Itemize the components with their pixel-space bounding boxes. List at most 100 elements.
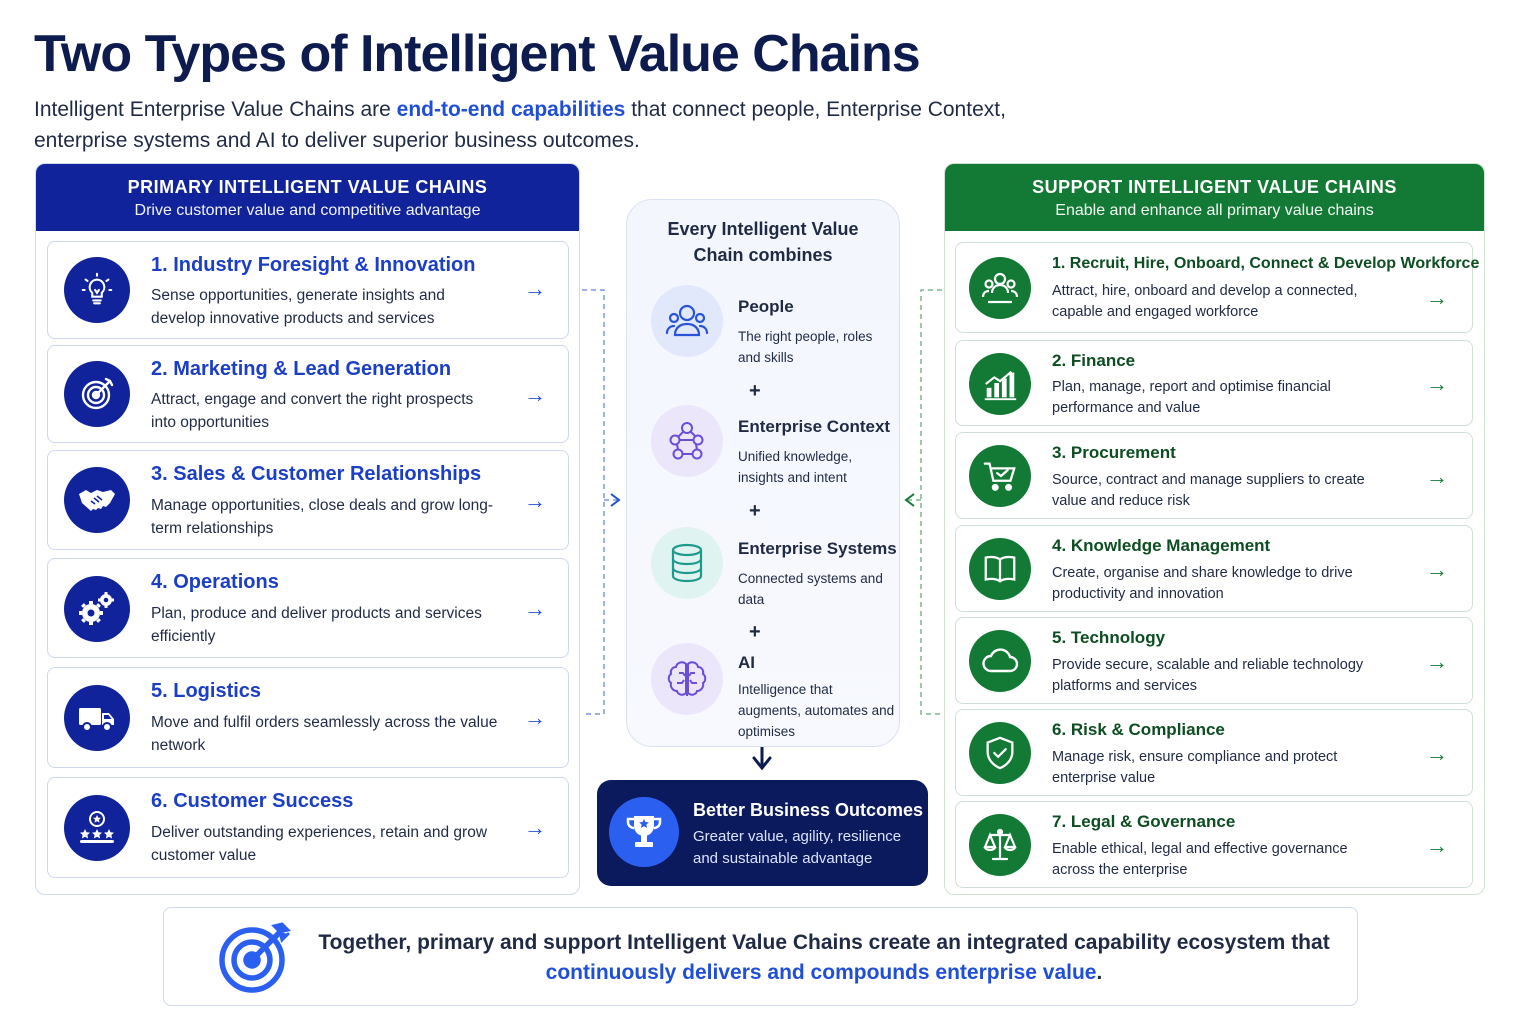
- bar-chart-icon: [969, 353, 1031, 415]
- book-icon: [969, 538, 1031, 600]
- summary-text-end: .: [1096, 961, 1103, 984]
- card-title: 2. Finance: [1052, 351, 1136, 370]
- support-card-workforce[interactable]: 1. Recruit, Hire, Onboard, Connect & Dev…: [955, 242, 1479, 333]
- support-heading: SUPPORT INTELLIGENT VALUE CHAINS: [1032, 177, 1397, 197]
- people-group-icon: [969, 257, 1031, 319]
- support-value-chains-panel: SUPPORT INTELLIGENT VALUE CHAINS Enable …: [944, 163, 1485, 895]
- people-icon: [651, 285, 723, 357]
- support-card-finance[interactable]: 2. Finance Plan, manage, report and opti…: [955, 340, 1473, 426]
- component-description: The right people, roles and skills: [738, 329, 873, 365]
- card-description: Deliver outstanding experiences, retain …: [151, 824, 488, 864]
- card-title: 5. Logistics: [151, 680, 262, 702]
- primary-card-logistics[interactable]: 5. Logistics Move and fulfil orders seam…: [47, 667, 569, 768]
- better-business-outcomes-box: Better Business Outcomes Greater value, …: [597, 780, 928, 886]
- card-title: 1. Industry Foresight & Innovation: [151, 254, 476, 276]
- trophy-icon: [609, 797, 679, 867]
- page-subtitle: Intelligent Enterprise Value Chains are …: [34, 94, 1074, 156]
- page-title: Two Types of Intelligent Value Chains: [34, 25, 921, 83]
- card-description: Create, organise and share knowledge to …: [1052, 565, 1353, 602]
- arrow-right-icon[interactable]: →: [1426, 557, 1448, 582]
- scales-icon: [969, 814, 1031, 876]
- handshake-icon: [64, 467, 130, 533]
- target-icon: [216, 920, 292, 1001]
- primary-card-industry-foresight[interactable]: 1. Industry Foresight & Innovation Sense…: [47, 241, 569, 339]
- support-subheading: Enable and enhance all primary value cha…: [1055, 202, 1374, 219]
- primary-card-marketing[interactable]: 2. Marketing & Lead Generation Attract, …: [47, 345, 569, 443]
- outcome-title: Better Business Outcomes: [693, 800, 924, 820]
- arrow-right-icon[interactable]: →: [1426, 649, 1448, 674]
- arrow-right-icon[interactable]: →: [1426, 741, 1448, 766]
- plus-sign: +: [749, 621, 761, 643]
- lightbulb-icon: [64, 257, 130, 323]
- card-description: Attract, engage and convert the right pr…: [151, 391, 474, 431]
- subtitle-text: Intelligent Enterprise Value Chains are: [34, 98, 397, 121]
- card-title: 3. Sales & Customer Relationships: [151, 463, 482, 485]
- arrow-right-icon[interactable]: →: [524, 276, 546, 301]
- components-title: Every Intelligent Value Chain combines: [627, 216, 899, 268]
- primary-card-operations[interactable]: 4. Operations Plan, produce and deliver …: [47, 558, 569, 658]
- support-card-technology[interactable]: 5. Technology Provide secure, scalable a…: [955, 617, 1473, 704]
- arrow-right-icon[interactable]: →: [524, 382, 546, 407]
- outcome-description: Greater value, agility, resilience and s…: [693, 828, 902, 867]
- component-description: Connected systems and data: [738, 571, 883, 607]
- stars-icon: [64, 795, 130, 861]
- arrow-right-icon[interactable]: →: [1426, 833, 1448, 858]
- database-icon: [651, 527, 723, 599]
- target-icon: [64, 361, 130, 427]
- arrow-right-icon[interactable]: →: [1426, 285, 1448, 310]
- arrow-right-icon[interactable]: →: [524, 596, 546, 621]
- card-title: 3. Procurement: [1052, 443, 1176, 462]
- arrow-right-icon[interactable]: →: [524, 705, 546, 730]
- arrow-right-icon[interactable]: →: [524, 815, 546, 840]
- card-title: 6. Customer Success: [151, 790, 354, 812]
- primary-subheading: Drive customer value and competitive adv…: [134, 202, 481, 219]
- card-description: Manage opportunities, close deals and gr…: [151, 497, 494, 537]
- component-description: Intelligence that augments, automates an…: [738, 682, 895, 739]
- plus-sign: +: [749, 380, 761, 402]
- subtitle-highlight: end-to-end capabilities: [396, 98, 626, 121]
- component-title: Enterprise Systems: [738, 539, 897, 558]
- support-card-procurement[interactable]: 3. Procurement Source, contract and mana…: [955, 432, 1473, 519]
- arrow-right-icon[interactable]: →: [1426, 464, 1448, 489]
- card-description: Plan, produce and deliver products and s…: [151, 605, 482, 645]
- network-icon: [651, 405, 723, 477]
- support-card-risk[interactable]: 6. Risk & Compliance Manage risk, ensure…: [955, 709, 1473, 796]
- component-title: People: [738, 297, 794, 316]
- value-chain-components-box: Every Intelligent Value Chain combines P…: [626, 199, 900, 747]
- ecosystem-summary-box: Together, primary and support Intelligen…: [163, 907, 1358, 1006]
- card-title: 1. Recruit, Hire, Onboard, Connect & Dev…: [1052, 255, 1480, 272]
- card-description: Manage risk, ensure compliance and prote…: [1052, 749, 1338, 786]
- card-description: Plan, manage, report and optimise financ…: [1052, 379, 1331, 416]
- card-title: 2. Marketing & Lead Generation: [151, 358, 452, 380]
- plus-sign: +: [749, 500, 761, 522]
- primary-value-chains-panel: PRIMARY INTELLIGENT VALUE CHAINS Drive c…: [35, 163, 580, 895]
- card-title: 6. Risk & Compliance: [1052, 720, 1225, 739]
- brain-icon: [651, 643, 723, 715]
- card-description: Move and fulfil orders seamlessly across…: [151, 714, 498, 754]
- summary-text: Together, primary and support Intelligen…: [314, 928, 1334, 988]
- component-description: Unified knowledge, insights and intent: [738, 449, 853, 485]
- support-card-knowledge[interactable]: 4. Knowledge Management Create, organise…: [955, 525, 1473, 612]
- card-title: 4. Knowledge Management: [1052, 536, 1271, 555]
- shield-icon: [969, 722, 1031, 784]
- arrow-right-icon[interactable]: →: [524, 488, 546, 513]
- card-title: 5. Technology: [1052, 628, 1166, 647]
- primary-card-customer-success[interactable]: 6. Customer Success Deliver outstanding …: [47, 777, 569, 878]
- arrow-right-icon[interactable]: →: [1426, 371, 1448, 396]
- card-title: 4. Operations: [151, 571, 279, 593]
- summary-highlight: continuously delivers and compounds ente…: [545, 961, 1097, 984]
- card-description: Attract, hire, onboard and develop a con…: [1052, 283, 1358, 320]
- component-title: Enterprise Context: [738, 417, 891, 436]
- primary-panel-header: PRIMARY INTELLIGENT VALUE CHAINS Drive c…: [36, 164, 579, 231]
- card-description: Enable ethical, legal and effective gove…: [1052, 841, 1348, 878]
- card-title: 7. Legal & Governance: [1052, 812, 1236, 831]
- cloud-icon: [969, 630, 1031, 692]
- card-description: Provide secure, scalable and reliable te…: [1052, 657, 1364, 694]
- primary-card-sales[interactable]: 3. Sales & Customer Relationships Manage…: [47, 450, 569, 550]
- component-title: AI: [738, 653, 755, 672]
- support-card-legal[interactable]: 7. Legal & Governance Enable ethical, le…: [955, 801, 1473, 888]
- gears-icon: [64, 576, 130, 642]
- card-description: Sense opportunities, generate insights a…: [151, 287, 445, 327]
- subtitle-text-end: that connect people, Enterprise Context,…: [34, 98, 1006, 152]
